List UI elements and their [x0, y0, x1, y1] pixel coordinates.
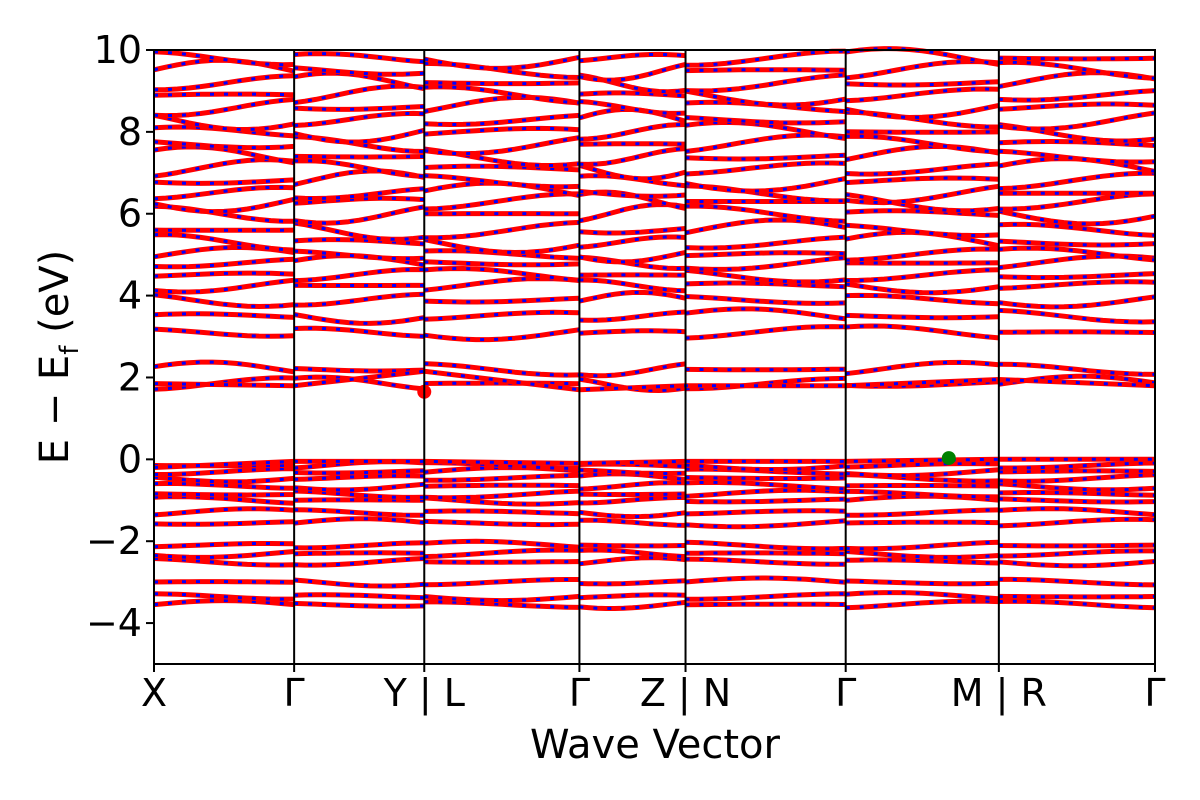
band-line-dashed [153, 157, 1156, 181]
y-axis-ticks: −4 −2 0 2 4 6 8 10 [86, 28, 154, 645]
band-line [153, 168, 1155, 194]
band-line [153, 538, 1156, 552]
band-line-dashed [153, 266, 1156, 284]
x-tick-label: Γ [569, 671, 590, 715]
band-line [153, 156, 1156, 182]
band-line-dashed [153, 47, 1156, 70]
band-line-dashed [153, 576, 1156, 588]
band-line-dashed [153, 556, 1156, 568]
markers-group [417, 384, 956, 466]
x-tick-label: Γ [835, 671, 856, 715]
band-line [153, 359, 1156, 379]
band-line-dashed [153, 245, 1156, 264]
x-tick-label: M | R [951, 671, 1047, 716]
band-line-dashed [153, 488, 1156, 500]
x-axis-label: Wave Vector [530, 722, 781, 768]
band-line-dashed [153, 307, 1156, 325]
x-tick-label: Γ [284, 671, 305, 715]
y-tick-label: 10 [94, 28, 142, 72]
y-tick-label: −4 [86, 601, 142, 645]
band-line [153, 547, 1155, 560]
band-line [153, 266, 1156, 285]
y-tick-label: 2 [118, 355, 142, 399]
band-line-dashed [153, 133, 1156, 156]
kpoint-dividers [293, 50, 1000, 664]
y-tick-label: 8 [118, 110, 142, 154]
band-line [153, 306, 1156, 326]
band-line [153, 575, 1156, 589]
plot-frame [153, 49, 1156, 665]
band-line-dashed [153, 517, 1156, 529]
band-line-dashed [153, 591, 1156, 603]
vbm-marker [941, 451, 956, 466]
band-line-dashed [153, 494, 1156, 506]
y-axis-label: E − Ef (eV) [32, 250, 85, 465]
band-line [153, 323, 1156, 343]
band-line-dashed [153, 202, 1156, 226]
band-edge-line-dashed [153, 457, 1155, 469]
band-line-dashed [153, 107, 1156, 132]
band-line [153, 289, 1156, 310]
band-edge-line [153, 368, 1156, 393]
band-line-dashed [153, 472, 1156, 484]
band-line [153, 598, 1156, 611]
y-tick-label: 0 [118, 437, 142, 481]
x-tick-label: Z | N [640, 671, 731, 716]
band-line-dashed [153, 71, 1156, 94]
x-tick-label: Γ [1144, 671, 1165, 715]
band-line-dashed [153, 95, 1156, 120]
band-line [153, 46, 1156, 71]
bands-group [153, 46, 1156, 611]
band-line-dashed [153, 190, 1156, 214]
band-line-dashed [153, 599, 1156, 610]
band-line [153, 70, 1156, 95]
band-line-dashed [153, 290, 1156, 309]
band-line-dashed [154, 466, 1156, 478]
x-axis-ticks: X Γ Y | L Γ Z | N Γ M | R Γ [141, 664, 1166, 716]
band-line-dashed [153, 507, 1156, 519]
plot-border [153, 49, 1156, 665]
band-line-dashed [153, 539, 1156, 551]
band-line-dashed [153, 218, 1156, 241]
band-line-dashed [153, 360, 1156, 378]
band-line-dashed [153, 277, 1156, 295]
band-line-dashed [153, 84, 1156, 107]
x-tick-label: Y | L [383, 671, 465, 716]
band-line-dashed [153, 169, 1155, 193]
y-tick-label: 4 [118, 274, 142, 318]
band-line-dashed [153, 324, 1156, 342]
band-line-dashed [153, 181, 1155, 205]
band-line-dashed [153, 254, 1156, 271]
band-line-dashed [153, 480, 1156, 492]
band-line-dashed [153, 230, 1156, 255]
band-line [153, 516, 1156, 530]
y-tick-label: 6 [118, 192, 142, 236]
band-line [153, 493, 1156, 507]
band-line [153, 506, 1156, 520]
x-tick-label: X [141, 671, 167, 715]
band-line-dashed [153, 548, 1155, 559]
y-tick-label: −2 [86, 519, 142, 563]
band-line [153, 555, 1156, 569]
